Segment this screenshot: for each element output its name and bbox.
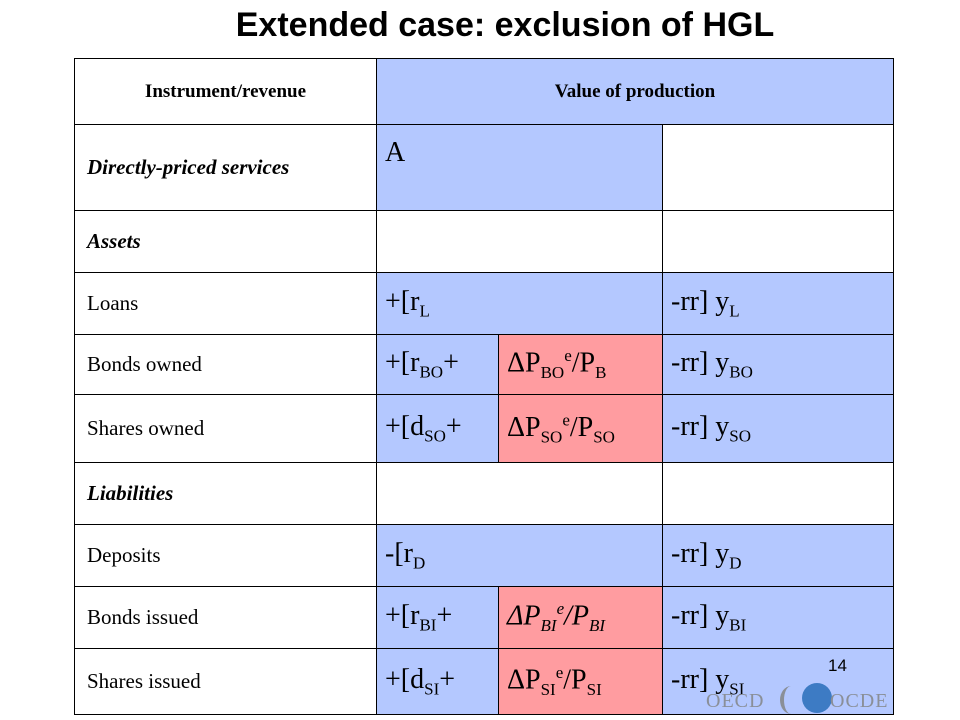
logo-text-right: OCDE (830, 690, 889, 712)
cell-empty (376, 210, 663, 273)
label-assets: Assets (74, 210, 377, 273)
header-row: Instrument/revenue Value of production (74, 58, 894, 125)
loans-yield: -rr] yL (662, 272, 894, 335)
bonds-owned-yield: -rr] yBO (662, 334, 894, 395)
label-deposits: Deposits (74, 524, 377, 587)
oecd-logo: OECD OCDE (706, 682, 896, 718)
shares-owned-rate: +[dSO+ (376, 394, 499, 463)
label-bonds-owned: Bonds owned (74, 334, 377, 395)
bonds-issued-rate: +[rBI+ (376, 586, 499, 649)
header-value-of-production: Value of production (376, 58, 894, 125)
bonds-owned-rate: +[rBO+ (376, 334, 499, 395)
cell-empty (662, 210, 894, 273)
cell-empty (376, 462, 663, 525)
cell-empty (662, 124, 894, 211)
deposits-yield: -rr] yD (662, 524, 894, 587)
shares-owned-yield: -rr] ySO (662, 394, 894, 463)
logo-text-left: OECD (706, 690, 765, 712)
label-shares-issued: Shares issued (74, 648, 377, 715)
label-loans: Loans (74, 272, 377, 335)
row-loans: Loans +[rL -rr] yL (74, 272, 894, 335)
row-shares-owned: Shares owned +[dSO+ ΔPSOe/PSO -rr] ySO (74, 394, 894, 463)
logo-swirl-icon (780, 686, 802, 714)
header-instrument: Instrument/revenue (74, 58, 377, 125)
revenue-table: Instrument/revenue Value of production D… (74, 58, 894, 715)
cell-empty (662, 462, 894, 525)
label-directly-priced: Directly-priced services (74, 124, 377, 211)
row-directly-priced: Directly-priced services A (74, 124, 894, 211)
row-bonds-issued: Bonds issued +[rBI+ ΔPBIe/PBI -rr] yBI (74, 586, 894, 649)
slide-title: Extended case: exclusion of HGL (235, 6, 775, 44)
label-shares-owned: Shares owned (74, 394, 377, 463)
shares-issued-rate: +[dSI+ (376, 648, 499, 715)
row-liabilities: Liabilities (74, 462, 894, 525)
row-assets: Assets (74, 210, 894, 273)
bonds-owned-price-change: ΔPBOe/PB (498, 334, 663, 395)
label-bonds-issued: Bonds issued (74, 586, 377, 649)
row-bonds-owned: Bonds owned +[rBO+ ΔPBOe/PB -rr] yBO (74, 334, 894, 395)
label-liabilities: Liabilities (74, 462, 377, 525)
shares-issued-price-change: ΔPSIe/PSI (498, 648, 663, 715)
logo-globe-icon (802, 683, 832, 713)
revenue-table-wrap: Instrument/revenue Value of production D… (74, 58, 894, 718)
bonds-issued-price-change: ΔPBIe/PBI (498, 586, 663, 649)
value-a: A (376, 124, 663, 211)
row-deposits: Deposits -[rD -rr] yD (74, 524, 894, 587)
page-number: 14 (828, 656, 847, 675)
loans-rate: +[rL (376, 272, 663, 335)
row-shares-issued: Shares issued +[dSI+ ΔPSIe/PSI -rr] ySI (74, 648, 894, 715)
deposits-rate: -[rD (376, 524, 663, 587)
shares-owned-price-change: ΔPSOe/PSO (498, 394, 663, 463)
shares-issued-yield: -rr] ySI (662, 648, 894, 715)
bonds-issued-yield: -rr] yBI (662, 586, 894, 649)
